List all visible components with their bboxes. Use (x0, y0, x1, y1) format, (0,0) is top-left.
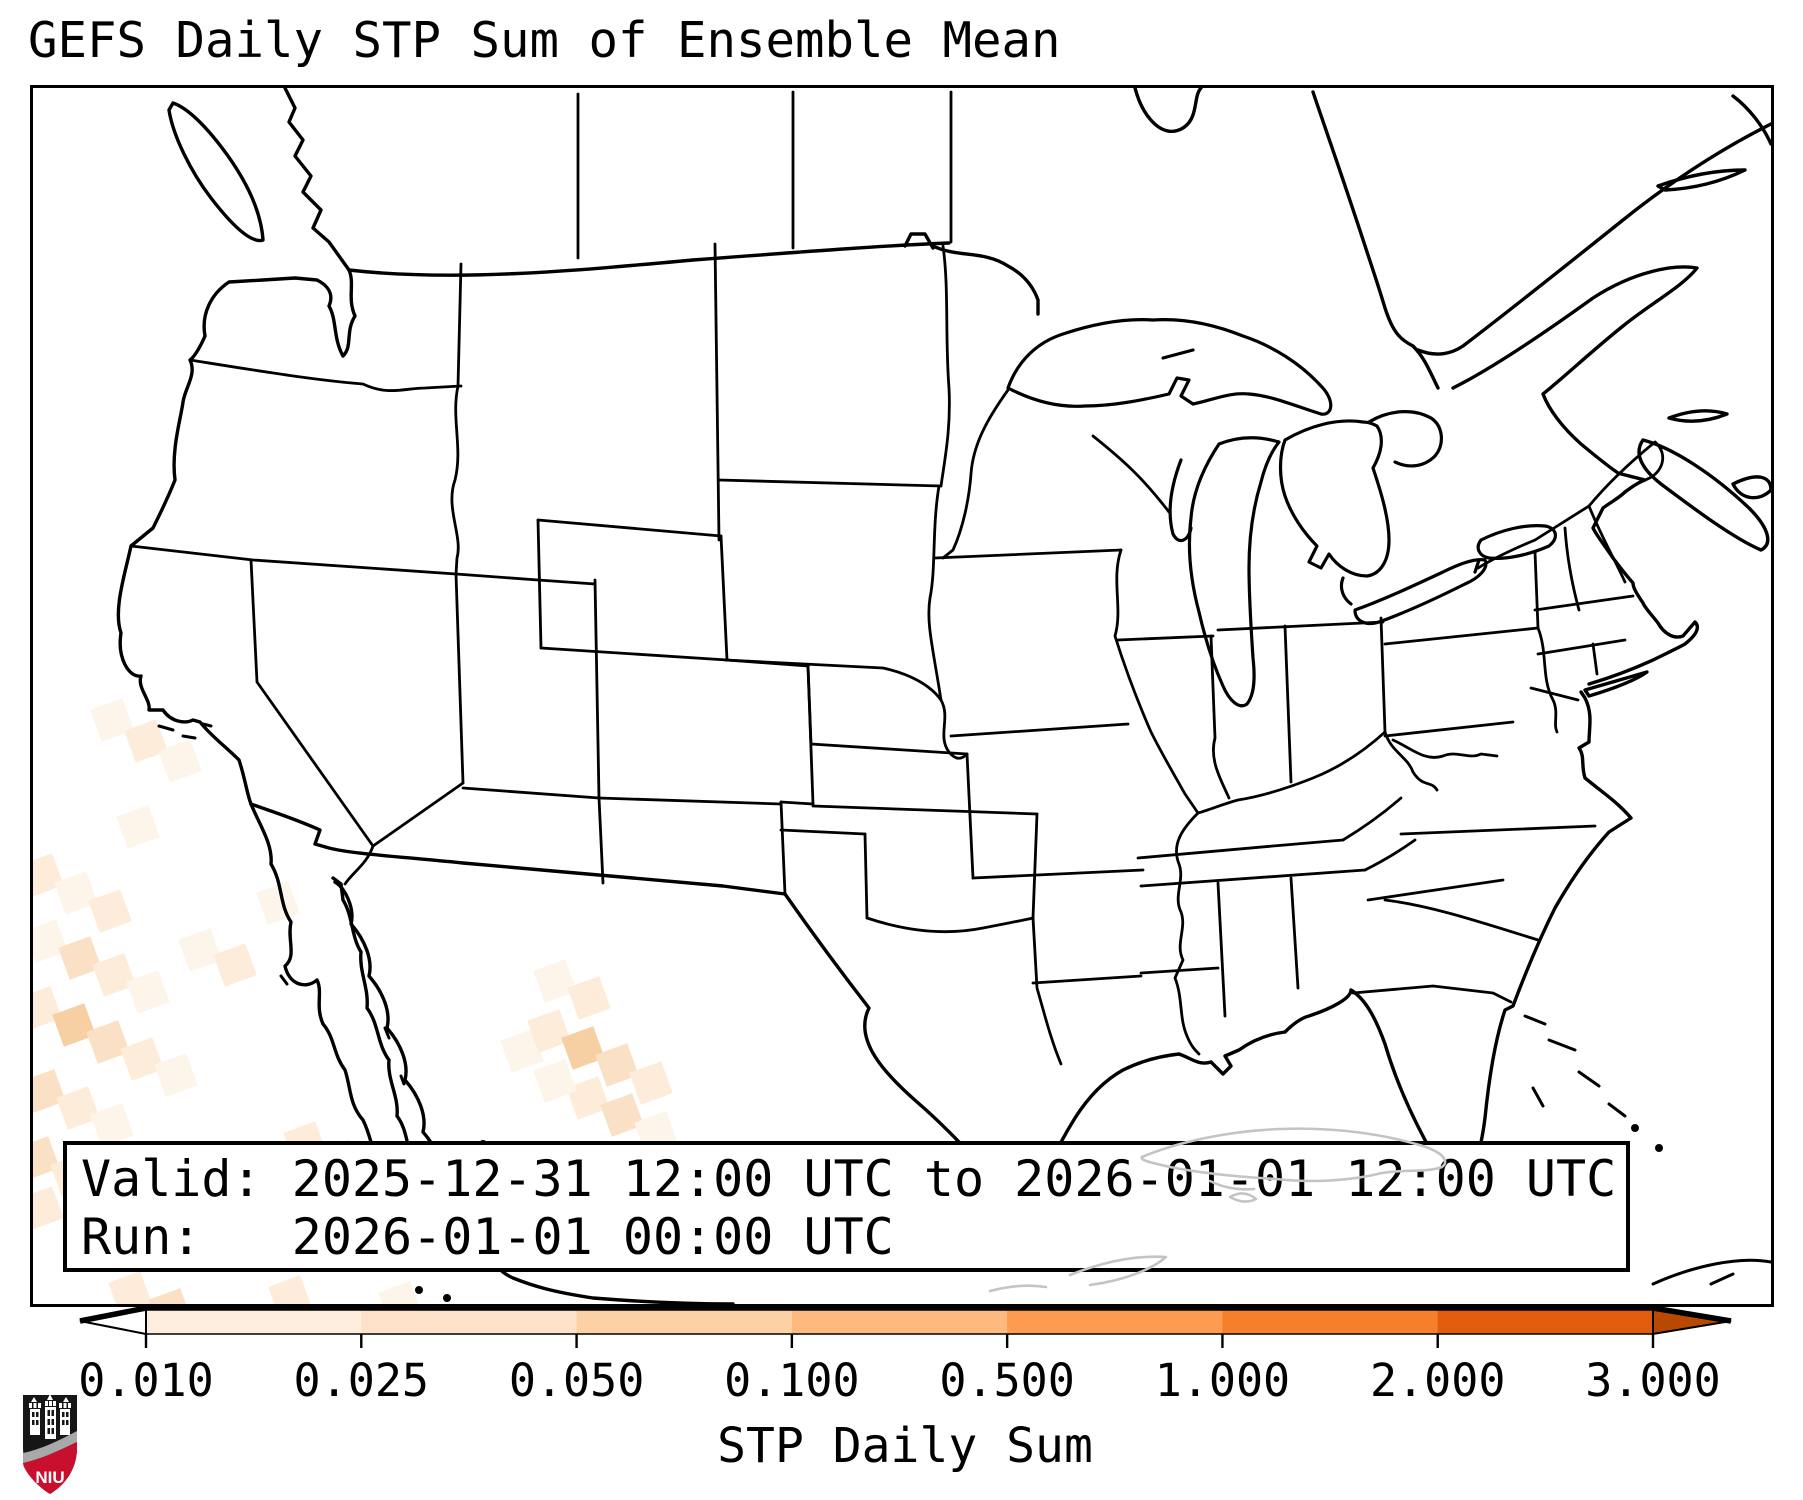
stp-cell (154, 1053, 198, 1097)
colorbar-cells (146, 1308, 1654, 1334)
map-canvas (30, 85, 1774, 1307)
niu-logo-icon: NIU (20, 1393, 80, 1496)
valid-time-text: Valid: 2025-12-31 12:00 UTC to 2026-01-0… (81, 1150, 1626, 1208)
colorbar-segment (1007, 1308, 1223, 1334)
colorbar-segment (1222, 1308, 1438, 1334)
stp-cell (56, 1086, 100, 1130)
us-map (33, 88, 1771, 1304)
page-title: GEFS Daily STP Sum of Ensemble Mean (28, 12, 1061, 69)
stp-cell (126, 970, 170, 1014)
colorbar (30, 1296, 1774, 1368)
stp-cell (120, 1037, 164, 1081)
colorbar-segment (792, 1308, 1008, 1334)
stp-cell (567, 976, 611, 1020)
weather-map-page: GEFS Daily STP Sum of Ensemble Mean (0, 0, 1803, 1500)
colorbar-segment (577, 1308, 793, 1334)
colorbar-segment (146, 1308, 362, 1334)
colorbar-segment (1438, 1308, 1654, 1334)
colorbar-ticks (146, 1334, 1653, 1348)
stp-cell (92, 953, 136, 997)
run-time-text: Run: 2026-01-01 00:00 UTC (81, 1208, 1626, 1266)
colorbar-axis-label: STP Daily Sum (717, 1418, 1093, 1474)
niu-wordmark: NIU (35, 1468, 64, 1487)
stp-cell (533, 959, 577, 1003)
stp-cell (213, 943, 257, 987)
stp-cell (33, 1186, 64, 1230)
stp-cell (178, 928, 222, 972)
stp-cell (58, 936, 102, 980)
stp-cell (116, 805, 160, 849)
stp-cell (561, 1026, 605, 1070)
stp-cell (52, 1003, 96, 1047)
validity-info-box: Valid: 2025-12-31 12:00 UTC to 2026-01-0… (63, 1141, 1630, 1272)
stp-cell (86, 1020, 130, 1064)
colorbar-segment (361, 1308, 577, 1334)
